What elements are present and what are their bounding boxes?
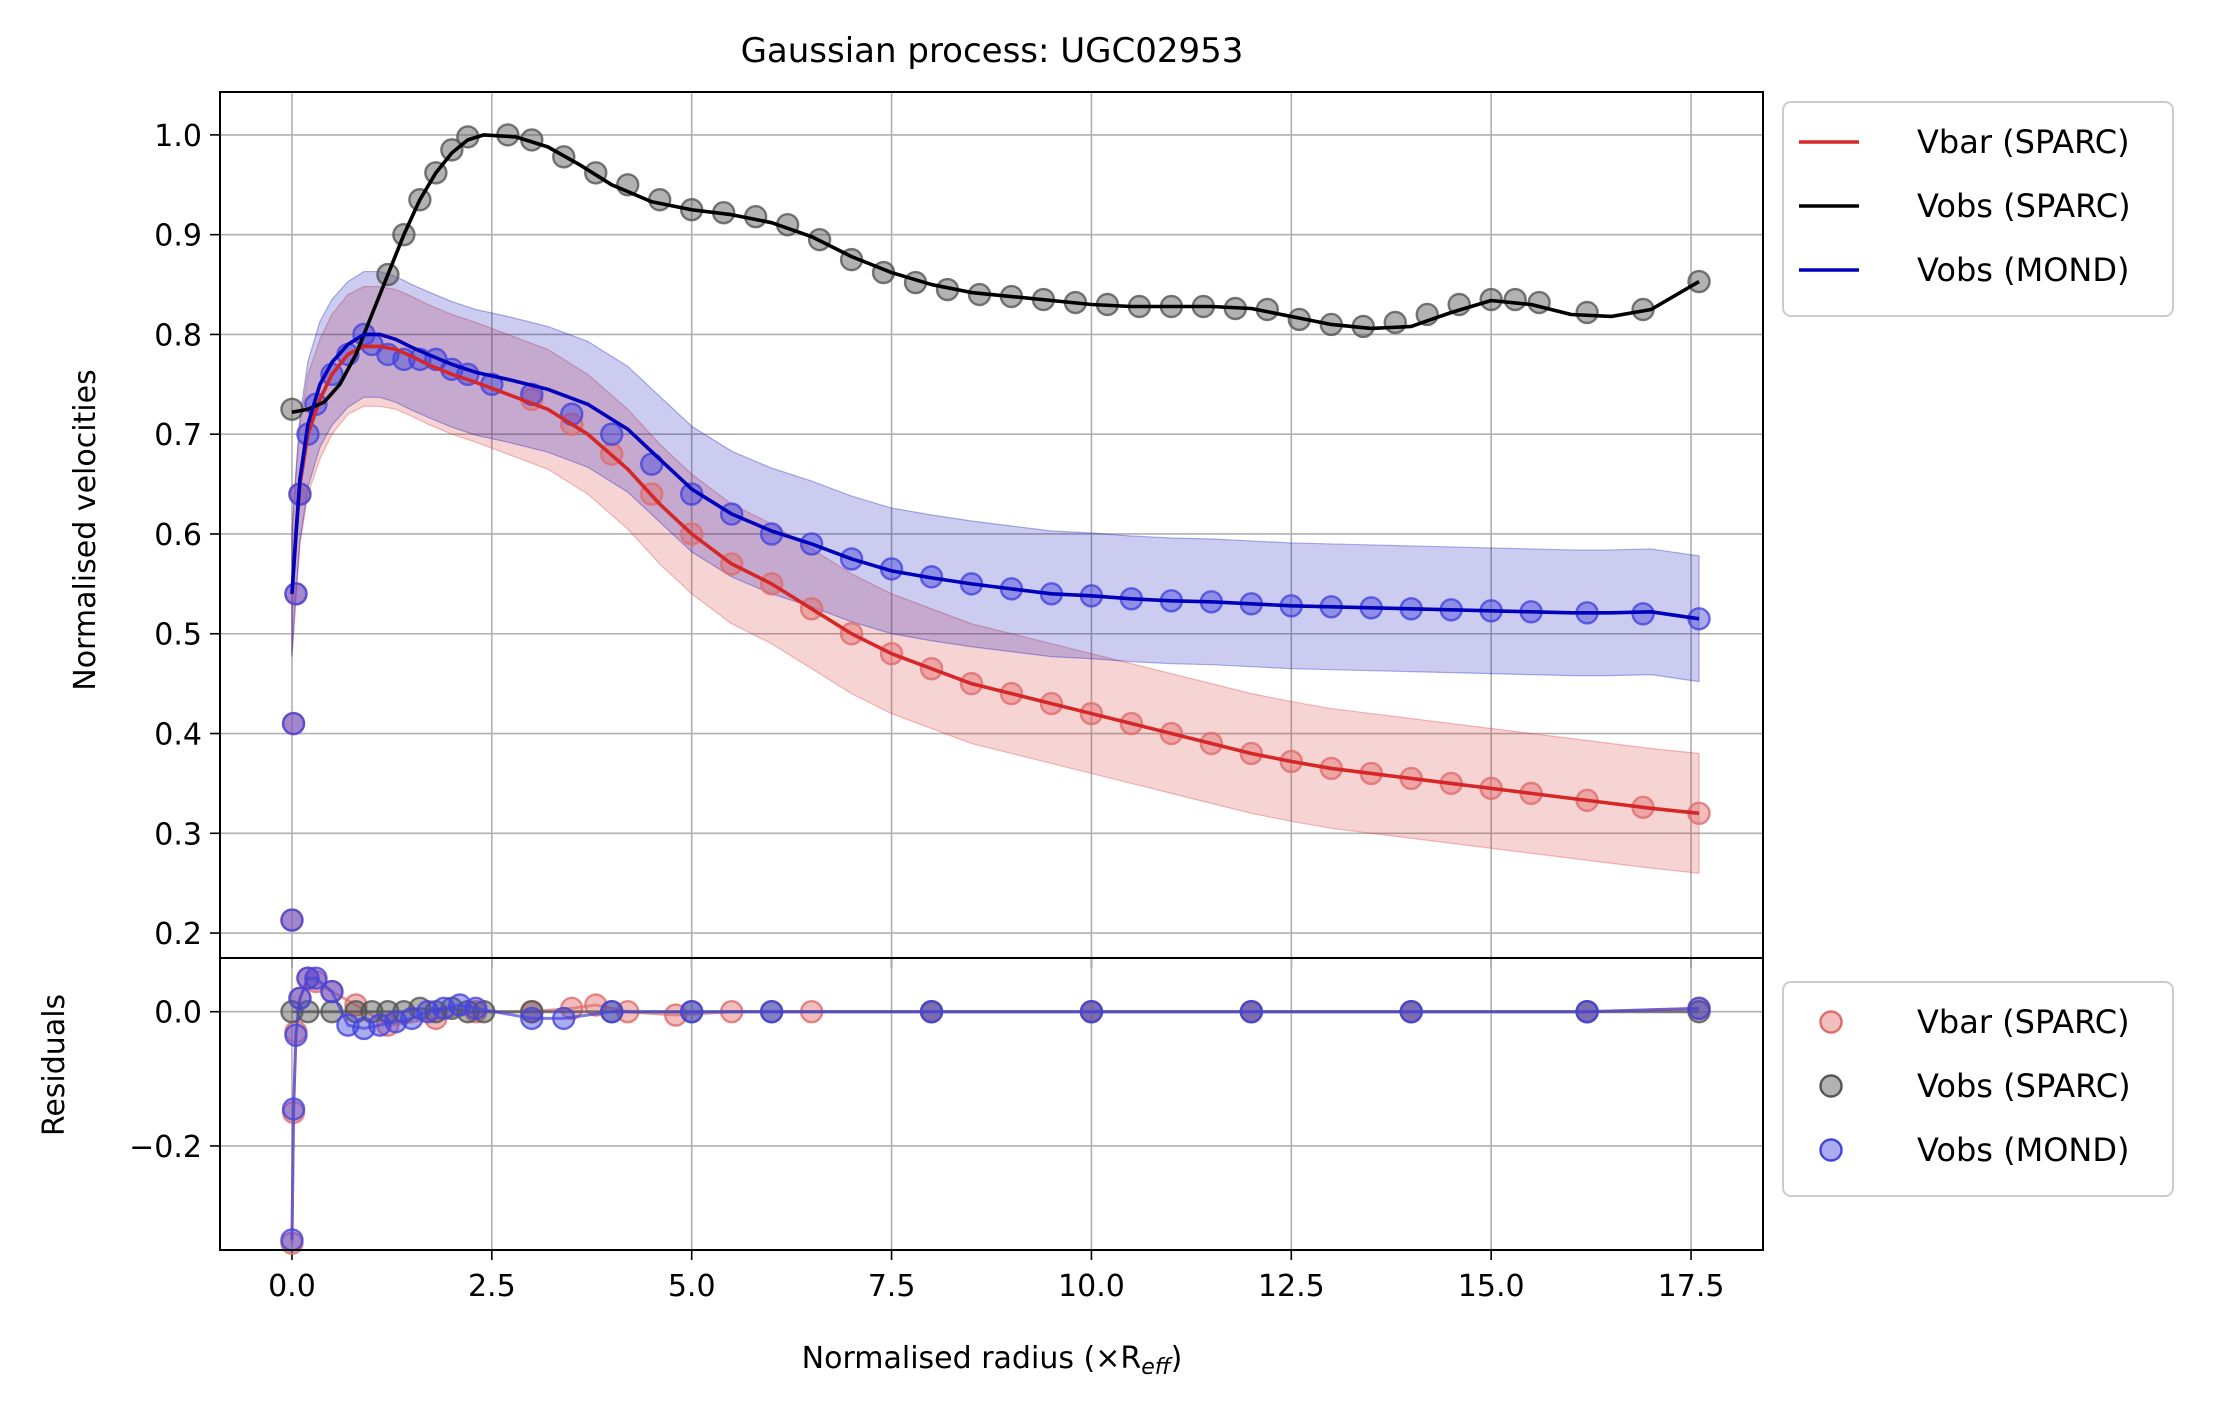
residuals-panel: 0.0 2.5 5.0 7.5 10.0 12.5 15.0 17.5 0.0 −0.2 (129, 957, 1764, 1304)
legend-marker (1819, 1010, 1843, 1034)
y-tick-label: 0.9 (154, 219, 202, 254)
legend-markers: Vbar (SPARC) Vobs (SPARC) Vobs (MOND) (1782, 981, 2174, 1197)
resid-line-vobsmond (290, 976, 1700, 1240)
point-vobsmond (281, 711, 306, 736)
resid-point-vobsmond (296, 966, 320, 990)
point-vobssparc (440, 138, 464, 162)
resid-point-vobsmond (1079, 1000, 1104, 1024)
resid-line-vbarsparc (290, 976, 1700, 1244)
resid-point-vobsmond (304, 966, 328, 990)
line-vbarsparc (290, 344, 1700, 816)
resid-point-vobsmond (600, 1000, 624, 1024)
y-tick-label: 0.0 (154, 996, 202, 1031)
resid-point-vobsmond (288, 986, 312, 1010)
resid-point-vobsmond (1239, 1000, 1264, 1024)
x-tick-label: 12.5 (1258, 1269, 1325, 1304)
x-tick-label: 17.5 (1658, 1269, 1725, 1304)
point-vobssparc (1503, 287, 1527, 312)
residuals-axes-frame (219, 957, 1764, 1251)
y-tick-label: 0.6 (154, 518, 202, 553)
y-tick-label: −0.2 (129, 1130, 202, 1165)
band-vobsmond (291, 270, 1700, 683)
y-tick-label: 0.2 (154, 917, 202, 952)
y-tick-label: 0.4 (154, 718, 202, 753)
x-tick-label: 0.0 (268, 1269, 316, 1304)
x-tick-label: 15.0 (1458, 1269, 1525, 1304)
x-axis-label: Normalised radius (×Reff) (802, 1341, 1183, 1380)
legend-box (1782, 981, 2174, 1197)
legend-label: Vobs (SPARC) (1917, 187, 2131, 225)
legend-label: Vobs (SPARC) (1917, 1067, 2131, 1105)
point-vobssparc (1575, 300, 1599, 325)
legend-lines: Vbar (SPARC) Vobs (SPARC) Vobs (MOND) (1782, 101, 2174, 317)
line-vobssparc (291, 133, 1700, 415)
y-tick-label: 0.7 (154, 418, 202, 453)
legend-label: Vobs (MOND) (1917, 251, 2129, 289)
resid-point-vobsmond (1687, 996, 1711, 1021)
y-axis-label-main: Normalised velocities (68, 369, 103, 690)
y-axis-label-residuals: Residuals (37, 994, 72, 1136)
point-vobssparc (1383, 310, 1407, 335)
point-vobsmond (284, 582, 308, 606)
x-tick-label: 5.0 (668, 1269, 716, 1304)
legend-label: Vbar (SPARC) (1917, 1003, 2130, 1041)
legend-box (1782, 101, 2174, 317)
resid-point-vobsmond (281, 1097, 306, 1121)
resid-point-vobsmond (1575, 1000, 1599, 1024)
resid-point-vobsmond (280, 1228, 304, 1252)
legend-label: Vobs (MOND) (1917, 1131, 2129, 1169)
resid-point-vobsmond (759, 1000, 784, 1024)
y-tick-label: 0.5 (154, 618, 202, 653)
y-tick-label: 1.0 (154, 119, 202, 154)
resid-point-vobsmond (284, 1023, 308, 1047)
legend-marker (1819, 1138, 1843, 1162)
legend-label: Vbar (SPARC) (1917, 123, 2130, 161)
x-tick-label: 10.0 (1058, 1269, 1125, 1304)
resid-point-vobsmond (320, 979, 344, 1004)
point-vobsmond (280, 908, 304, 932)
main-panel: 0.2 0.3 0.4 0.5 0.6 0.7 0.8 0.9 1.0 (154, 91, 1764, 968)
y-tick-label: 0.8 (154, 318, 202, 353)
resid-point-vobsmond (919, 1000, 944, 1024)
resid-point-vobsmond (520, 1006, 544, 1031)
point-vobsmond (600, 422, 624, 446)
point-vobssparc (648, 188, 672, 212)
legend-marker (1819, 1074, 1843, 1098)
x-tick-label: 7.5 (868, 1269, 916, 1304)
band-vbarsparc (291, 285, 1700, 874)
resid-point-vobsmond (552, 1006, 576, 1031)
chart-title: Gaussian process: UGC02953 (741, 31, 1244, 71)
line-vobsmond (290, 332, 1700, 621)
resid-point-vobsmond (464, 996, 488, 1021)
resid-point-vobsmond (679, 1000, 704, 1024)
resid-point-vobsmond (1399, 1000, 1423, 1024)
x-tick-label: 2.5 (468, 1269, 516, 1304)
y-tick-label: 0.3 (154, 817, 202, 852)
